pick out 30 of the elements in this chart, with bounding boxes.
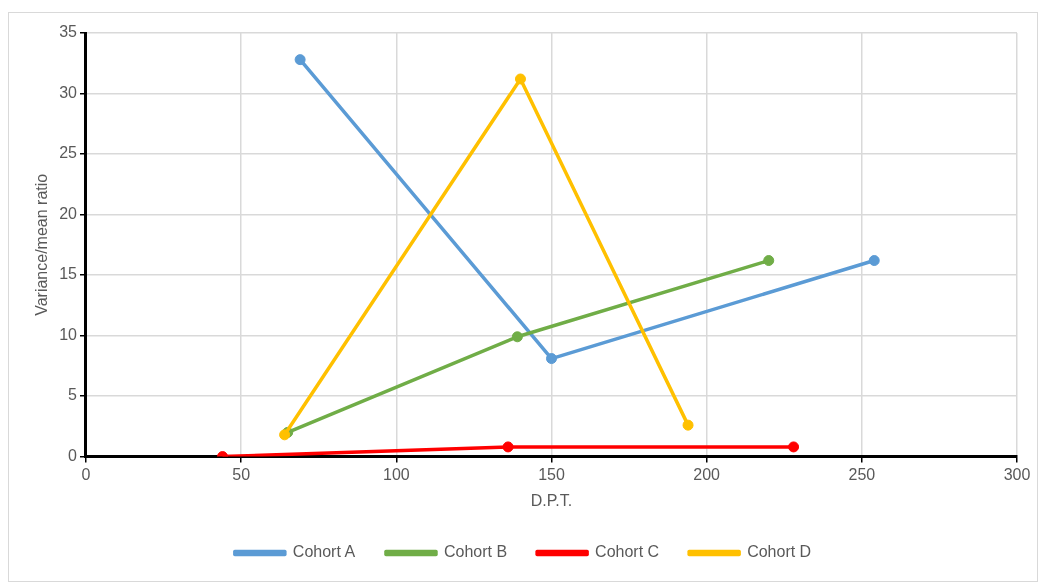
x-tick-label: 250: [848, 465, 876, 483]
x-tick-label: 300: [1003, 465, 1031, 483]
y-tick-label: 35: [59, 23, 78, 41]
y-tick-label: 15: [59, 265, 78, 283]
point: [546, 353, 557, 365]
legend-label: Cohort B: [443, 543, 508, 561]
legend-label: Cohort C: [595, 543, 660, 561]
x-tick-label: 100: [382, 465, 410, 483]
x-tick-label: 150: [538, 465, 565, 483]
y-tick-label: 20: [59, 204, 78, 222]
point: [502, 441, 514, 453]
point: [868, 255, 880, 267]
point: [294, 54, 306, 66]
x-tick-label: 0: [81, 465, 91, 483]
point: [763, 255, 775, 267]
x-tick-label: 200: [693, 465, 721, 483]
legend-label: Cohort A: [292, 543, 356, 561]
y-tick-label: 0: [68, 447, 78, 465]
legend-label: Cohort D: [747, 543, 812, 561]
y-tick-label: 30: [59, 83, 78, 101]
point: [788, 441, 800, 453]
y-axis-title: Variance/mean ratio: [33, 173, 51, 316]
y-tick-label: 25: [59, 144, 78, 162]
point: [514, 73, 526, 85]
y-tick-label: 10: [59, 325, 78, 343]
x-axis-title: D.P.T.: [530, 491, 573, 509]
y-tick-label: 5: [68, 386, 78, 404]
point: [511, 331, 523, 343]
point: [682, 419, 694, 431]
x-tick-label: 50: [232, 465, 251, 483]
